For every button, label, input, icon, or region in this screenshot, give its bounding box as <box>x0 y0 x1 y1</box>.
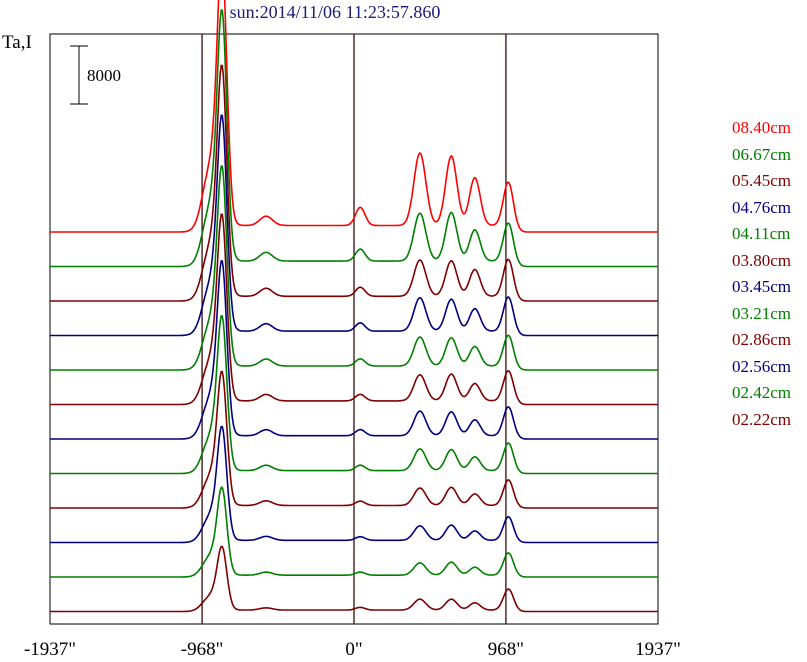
series-line <box>50 314 658 475</box>
series-line <box>50 9 658 268</box>
legend-item: 02.42cm <box>732 383 792 402</box>
series-line <box>50 165 658 371</box>
legend-item: 02.56cm <box>732 356 792 376</box>
series-line <box>50 0 658 233</box>
scale-bar: 8000 <box>70 45 121 105</box>
series-line <box>50 213 658 406</box>
series-line <box>50 425 658 544</box>
scale-bar-label: 8000 <box>87 66 121 85</box>
series-line <box>50 114 658 337</box>
x-tick-label: 968" <box>488 639 524 660</box>
chart-title: sun:2014/11/06 11:23:57.860 <box>229 2 441 22</box>
legend-item: 04.76cm <box>732 197 792 217</box>
reference-lines <box>201 34 507 624</box>
legend-item: 02.22cm <box>732 409 792 429</box>
legend-item: 03.21cm <box>732 303 792 323</box>
x-tick-label: 0" <box>345 639 362 660</box>
legend-item: 03.45cm <box>732 277 792 296</box>
x-tick-label: -1937" <box>24 639 76 660</box>
series-line <box>50 64 658 302</box>
series-line <box>50 370 658 509</box>
series-line <box>50 259 658 440</box>
legend-item: 02.86cm <box>732 330 792 349</box>
series-line <box>50 545 658 613</box>
x-tick-label: -968" <box>181 639 224 660</box>
legend-item: 06.67cm <box>732 144 792 164</box>
y-axis-label: Ta,I <box>2 32 32 53</box>
legend-item: 05.45cm <box>732 171 792 190</box>
x-tick-label: 1937" <box>635 639 681 660</box>
series-line <box>50 486 658 578</box>
x-tick-labels: -1937" -968" 0" 968" 1937" <box>24 639 681 660</box>
legend-item: 04.11cm <box>732 224 791 243</box>
legend-item: 03.80cm <box>732 250 792 270</box>
legend-item: 08.40cm <box>732 118 792 137</box>
series-lines <box>50 0 658 613</box>
